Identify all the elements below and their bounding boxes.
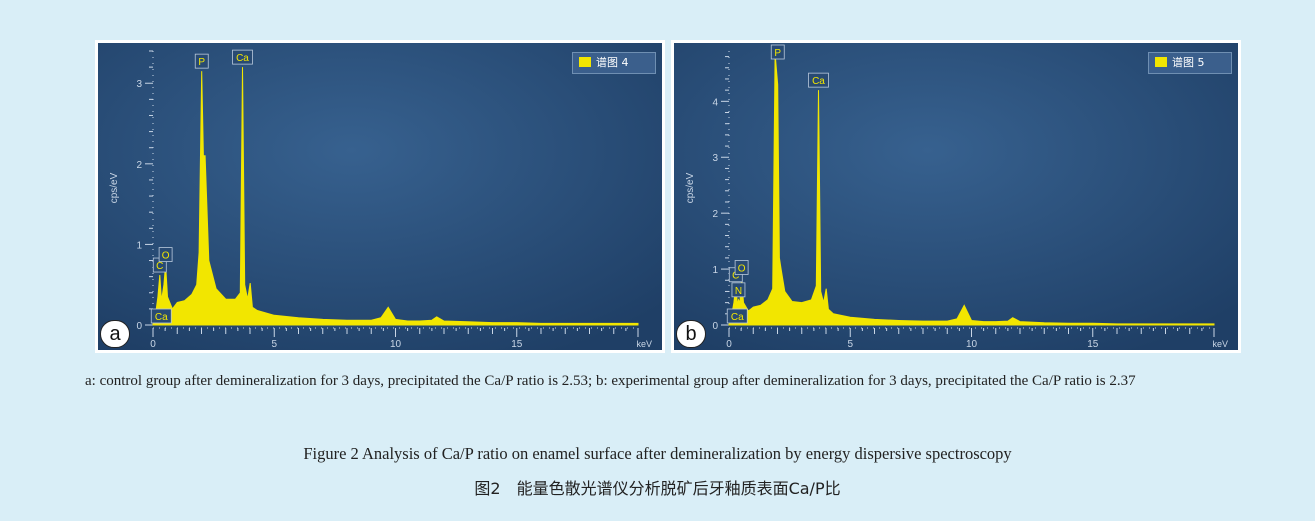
x-tick-label: 15	[511, 339, 523, 350]
peak-label-text: Ca	[731, 312, 744, 323]
y-tick-label: 2	[136, 160, 142, 171]
peak-label-n: N	[731, 282, 746, 298]
peak-label-text: C	[156, 261, 163, 272]
peak-label-text: O	[738, 263, 746, 274]
peak-label-box	[770, 44, 785, 60]
y-tick-label: 3	[712, 153, 718, 164]
legend-label-a: 谱图 4	[596, 56, 629, 69]
legend-label-b: 谱图 5	[1172, 56, 1205, 69]
y-tick-label: 0	[712, 321, 718, 332]
peak-label-ca: Ca	[808, 72, 829, 88]
x-axis-title: keV	[636, 339, 652, 349]
peak-label-p: P	[194, 53, 209, 69]
y-tick-label: 2	[712, 209, 718, 220]
x-tick-label: 10	[390, 339, 402, 350]
legend-swatch-a	[579, 57, 591, 67]
peak-label-ca: Ca	[726, 308, 748, 324]
spectrum-area	[152, 67, 639, 326]
spectrum-panel-a: 0 1 2 3 cps/eV 0 5 10 15 keV C O Ca P Ca 谱图 4 a	[95, 40, 665, 353]
peak-label-box	[726, 308, 748, 324]
figure-title-chinese: 图2 能量色散光谱仪分析脱矿后牙釉质表面Ca/P比	[474, 479, 841, 498]
panel-letter-a: a	[100, 320, 130, 348]
peak-label-text: Ca	[236, 53, 249, 64]
peak-label-o: O	[734, 260, 749, 275]
legend-b: 谱图 5	[1148, 52, 1232, 74]
peak-label-text: Ca	[812, 76, 825, 87]
peak-label-box	[808, 72, 829, 88]
peak-label-box	[194, 53, 209, 69]
y-axis-title: cps/eV	[109, 172, 120, 203]
spectrum-panel-b: 0 1 2 3 4 cps/eV 0 5 10 15 keV C N O Ca P Ca 谱图 5 b	[671, 40, 1241, 353]
figure-title-english: Figure 2 Analysis of Ca/P ratio on ename…	[303, 444, 1012, 463]
y-axis-title: cps/eV	[685, 172, 696, 203]
y-tick-label: 3	[136, 79, 142, 90]
peak-label-box	[150, 308, 172, 324]
legend-swatch-b	[1155, 57, 1167, 67]
peak-label-o: O	[158, 247, 173, 262]
spectrum-chart-a: 0 1 2 3 cps/eV 0 5 10 15 keV CO Ca P Ca	[98, 43, 662, 350]
x-tick-label: 10	[966, 339, 978, 350]
x-tick-label: 5	[271, 339, 277, 350]
peak-label-text: N	[735, 286, 742, 297]
y-tick-label: 1	[136, 240, 142, 251]
peak-label-p: P	[770, 44, 785, 60]
peak-label-box	[731, 282, 746, 298]
y-tick-label: 4	[712, 97, 718, 108]
peak-label-box	[734, 260, 749, 275]
peak-label-text: C	[732, 271, 739, 282]
peak-label-ca: Ca	[150, 308, 172, 324]
peak-label-text: O	[162, 251, 170, 262]
x-axis-title: keV	[1212, 339, 1228, 349]
peak-label-box	[158, 247, 173, 262]
legend-a: 谱图 4	[572, 52, 656, 74]
peak-label-text: P	[198, 57, 205, 68]
x-tick-label: 5	[847, 339, 853, 350]
plot-background	[674, 43, 1238, 350]
figure-caption: a: control group after demineralization …	[85, 373, 1136, 389]
peak-label-text: Ca	[155, 312, 168, 323]
spectrum-chart-b: 0 1 2 3 4 cps/eV 0 5 10 15 keV CN O Ca P Ca	[674, 43, 1238, 350]
x-tick-label: 15	[1087, 339, 1099, 350]
y-tick-label: 0	[136, 321, 142, 332]
peak-label-box	[232, 49, 253, 65]
x-tick-label: 0	[150, 339, 156, 350]
y-tick-label: 1	[712, 265, 718, 276]
peak-label-ca: Ca	[232, 49, 253, 65]
x-tick-label: 0	[726, 339, 732, 350]
peak-label-text: P	[774, 48, 781, 59]
panel-letter-b: b	[676, 320, 706, 348]
